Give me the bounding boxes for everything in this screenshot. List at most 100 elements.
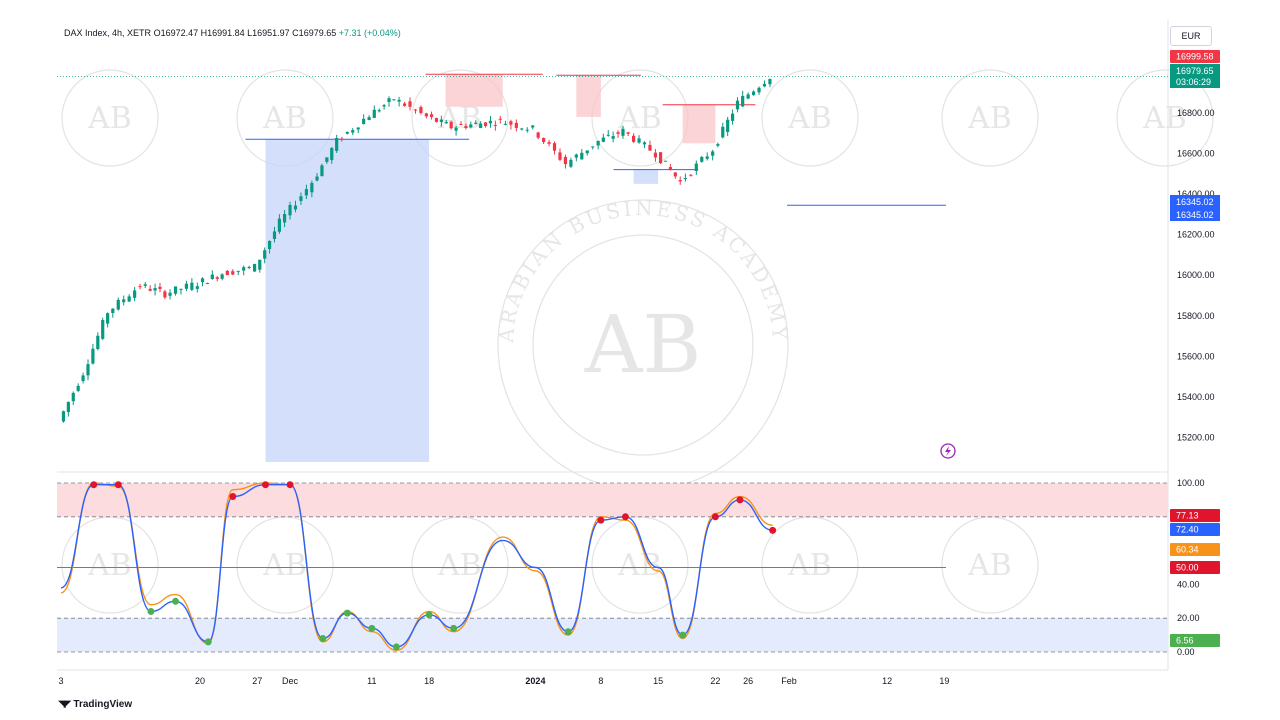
candle-body[interactable]: [402, 103, 407, 106]
candle-body[interactable]: [282, 214, 287, 223]
candle-body[interactable]: [503, 123, 508, 125]
tradingview-logo[interactable]: ◥◤ TradingView: [58, 699, 132, 710]
candle-body[interactable]: [153, 288, 157, 291]
candle-body[interactable]: [299, 196, 303, 201]
candle-body[interactable]: [762, 83, 767, 87]
candle-body[interactable]: [200, 278, 205, 283]
candle-body[interactable]: [444, 122, 448, 124]
candle-body[interactable]: [498, 118, 502, 120]
candle-body[interactable]: [351, 130, 355, 133]
candle-body[interactable]: [648, 144, 652, 151]
candle-body[interactable]: [367, 117, 371, 121]
candle-body[interactable]: [315, 176, 319, 181]
candle-body[interactable]: [483, 122, 488, 127]
candle-body[interactable]: [653, 152, 658, 158]
candle-body[interactable]: [642, 142, 647, 145]
candle-body[interactable]: [210, 274, 214, 279]
candle-body[interactable]: [531, 125, 535, 128]
candle-body[interactable]: [231, 271, 235, 275]
candle-body[interactable]: [520, 128, 524, 130]
candle-body[interactable]: [721, 126, 725, 138]
candle-body[interactable]: [392, 99, 396, 101]
candle-body[interactable]: [746, 94, 750, 99]
candle-body[interactable]: [236, 270, 240, 272]
candle-body[interactable]: [272, 231, 277, 240]
candle-body[interactable]: [133, 290, 137, 298]
candle-body[interactable]: [558, 152, 562, 160]
candle-body[interactable]: [711, 151, 715, 156]
candle-body[interactable]: [547, 142, 551, 144]
candle-body[interactable]: [434, 118, 439, 122]
candle-body[interactable]: [310, 182, 314, 193]
candle-body[interactable]: [626, 132, 630, 134]
lightning-icon[interactable]: [940, 443, 956, 459]
candle-body[interactable]: [621, 128, 625, 136]
candle-body[interactable]: [143, 284, 147, 286]
candle-body[interactable]: [382, 105, 386, 107]
candle-body[interactable]: [488, 120, 493, 124]
candle-body[interactable]: [668, 167, 673, 170]
candle-body[interactable]: [220, 274, 224, 279]
candle-body[interactable]: [439, 119, 443, 122]
candle-body[interactable]: [726, 119, 730, 132]
candle-body[interactable]: [362, 118, 366, 125]
candle-body[interactable]: [768, 79, 772, 85]
candle-body[interactable]: [658, 152, 663, 164]
candle-body[interactable]: [325, 157, 329, 162]
oscillator-pane[interactable]: [57, 481, 1168, 653]
candle-body[interactable]: [705, 156, 709, 159]
candle-body[interactable]: [424, 113, 428, 117]
candle-body[interactable]: [469, 124, 473, 128]
candle-body[interactable]: [464, 126, 468, 129]
symbol-title[interactable]: DAX Index, 4h, XETR: [64, 28, 152, 38]
candle-body[interactable]: [735, 100, 740, 110]
candle-body[interactable]: [616, 132, 620, 134]
candle-body[interactable]: [163, 291, 167, 298]
candle-body[interactable]: [179, 288, 183, 290]
candle-body[interactable]: [101, 320, 105, 339]
candle-body[interactable]: [225, 270, 229, 276]
candle-body[interactable]: [474, 122, 478, 124]
candle-body[interactable]: [596, 140, 600, 146]
candle-body[interactable]: [158, 286, 162, 289]
candle-body[interactable]: [751, 91, 756, 96]
candle-body[interactable]: [356, 127, 360, 130]
candle-body[interactable]: [509, 121, 513, 125]
candle-body[interactable]: [267, 240, 272, 250]
candle-body[interactable]: [304, 189, 308, 196]
candle-body[interactable]: [263, 250, 267, 259]
candle-body[interactable]: [148, 288, 152, 291]
candle-body[interactable]: [694, 163, 698, 171]
candle-body[interactable]: [184, 283, 189, 289]
candle-body[interactable]: [479, 123, 483, 129]
candle-body[interactable]: [449, 121, 453, 129]
candle-body[interactable]: [563, 156, 568, 165]
candle-body[interactable]: [637, 138, 641, 143]
candle-body[interactable]: [525, 129, 529, 131]
candle-body[interactable]: [683, 178, 688, 180]
candle-body[interactable]: [345, 131, 349, 134]
candle-body[interactable]: [429, 114, 434, 117]
candle-body[interactable]: [408, 101, 412, 107]
candle-body[interactable]: [215, 277, 219, 279]
candle-body[interactable]: [591, 146, 595, 148]
candle-body[interactable]: [689, 174, 693, 176]
candle-body[interactable]: [606, 134, 610, 136]
candle-body[interactable]: [81, 375, 85, 382]
candle-body[interactable]: [61, 411, 66, 422]
candle-body[interactable]: [71, 392, 75, 402]
candle-body[interactable]: [454, 127, 458, 131]
candle-body[interactable]: [585, 150, 589, 154]
candle-body[interactable]: [205, 283, 210, 285]
candle-body[interactable]: [397, 99, 401, 102]
candle-body[interactable]: [673, 172, 677, 177]
candle-body[interactable]: [678, 179, 682, 182]
candle-body[interactable]: [127, 296, 131, 302]
candle-body[interactable]: [96, 335, 100, 349]
candles[interactable]: [61, 78, 772, 423]
candle-body[interactable]: [76, 385, 80, 391]
candle-body[interactable]: [552, 143, 557, 151]
candle-body[interactable]: [111, 308, 115, 313]
candle-body[interactable]: [419, 107, 423, 113]
